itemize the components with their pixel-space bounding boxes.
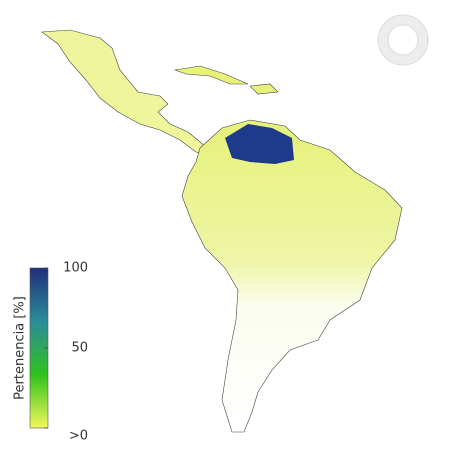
logo bbox=[377, 14, 429, 66]
land-hispaniola bbox=[249, 83, 279, 95]
land-cuba bbox=[173, 65, 249, 85]
colorbar-tick-label: 50 bbox=[71, 341, 88, 356]
legend: >0 50 100 bbox=[29, 261, 88, 444]
colorbar-tick-label: >0 bbox=[69, 429, 88, 444]
region-high bbox=[225, 124, 294, 164]
legend-title: Pertenencia [%] bbox=[13, 296, 28, 400]
land-mexico bbox=[41, 29, 211, 157]
colorbar-tick-label: 100 bbox=[63, 261, 88, 276]
land-south-america bbox=[181, 119, 403, 433]
